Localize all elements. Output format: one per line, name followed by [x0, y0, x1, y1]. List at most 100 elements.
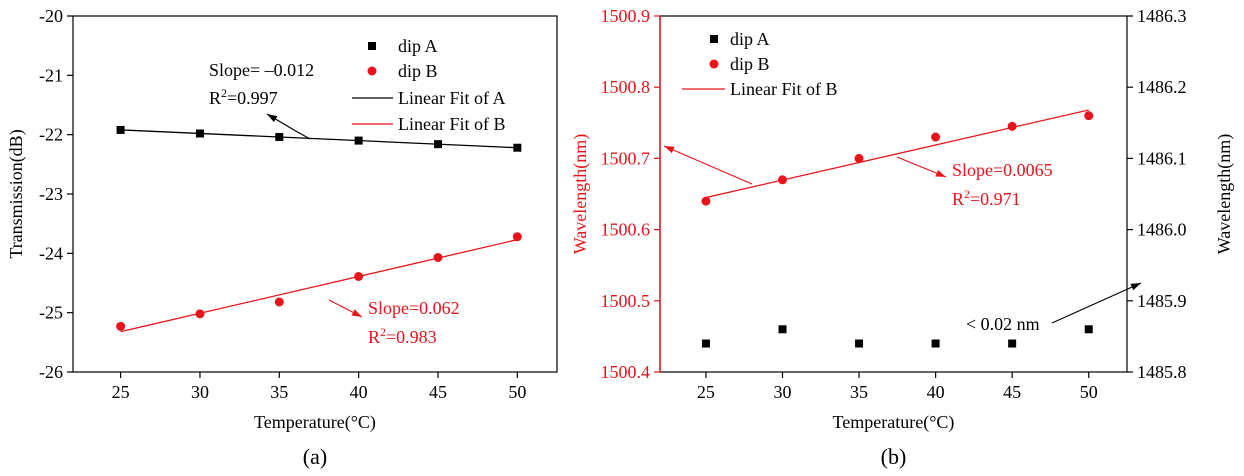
data-point-b-dipA: [1008, 339, 1017, 348]
y-tick-label-a: -22: [39, 125, 63, 145]
y-tick-label-a: -26: [39, 362, 63, 382]
data-point-b-dipA: [1084, 325, 1093, 334]
x-tick-label-b: 50: [1080, 382, 1098, 402]
fit-line-a-A: [120, 129, 518, 149]
r2-annotation-b-dipB: R2=0.971: [952, 187, 1021, 209]
annotation-arrow-a-dipB-head: [351, 309, 362, 317]
data-point-a-dipB: [195, 309, 205, 319]
r2-annotation-b-dipB-exponent: 2: [964, 187, 970, 201]
panel-label-a: (a): [303, 444, 327, 469]
data-point-b-dipB: [854, 153, 864, 163]
data-point-a-dipA: [116, 125, 125, 134]
legend-marker-a: [367, 66, 377, 76]
plot-frame-a: [72, 15, 558, 373]
slope-annotation-b-dipB: Slope=0.0065: [952, 160, 1053, 180]
annotation-arrow-b-dipB-head: [935, 169, 946, 177]
y-tick-label-a: -20: [39, 6, 63, 26]
x-tick-label-a: 50: [508, 382, 526, 402]
r2-annotation-a-dipB-value: =0.983: [386, 327, 437, 347]
legend-marker-b: [710, 35, 718, 43]
x-tick-label-a: 30: [191, 382, 209, 402]
chart-panel-a: 25 30 35 40 45 50 -20 -21 -22 -23 -24 -25 -26 Tempera…: [6, 6, 558, 469]
legend-marker-a: [368, 42, 376, 50]
data-point-b-dipA: [855, 339, 864, 348]
fit-line-a-B: [120, 239, 518, 333]
y-left-axis-label-b: Wavelength(nm): [570, 134, 591, 255]
y-left-tick-label-b: 1500.4: [601, 362, 651, 382]
r2-annotation-a-dipB: R2=0.983: [368, 325, 437, 347]
r2-annotation-a-dipB-r: R: [368, 327, 380, 347]
legend-label-b: dip A: [730, 29, 770, 49]
legend-marker-b: [709, 59, 719, 69]
legend-label-a: Linear Fit of B: [398, 114, 505, 134]
x-tick-label-a: 45: [429, 382, 447, 402]
legend-label-b: dip B: [730, 54, 770, 74]
fit-line-b-B: [705, 109, 1089, 199]
legend-label-a: dip B: [398, 61, 438, 81]
r2-annotation-b-dipB-value: =0.971: [970, 189, 1021, 209]
annotation-arrow-b-left-head: [664, 146, 675, 154]
data-point-a-dipA: [195, 129, 204, 138]
data-point-a-dipA: [513, 143, 522, 152]
data-point-a-dipA: [354, 136, 363, 145]
y-left-tick-label-b: 1500.9: [601, 6, 651, 26]
y-right-tick-label-b: 1486.1: [1137, 148, 1187, 168]
x-tick-label-b: 45: [1003, 382, 1021, 402]
y-left-tick-label-b: 1500.8: [601, 77, 651, 97]
annotation-arrow-b-left-line: [663, 145, 753, 185]
data-point-b-dipB: [777, 175, 787, 185]
data-point-a-dipB: [274, 297, 284, 307]
x-tick-label-a: 25: [112, 382, 130, 402]
y-right-tick-label-b: 1486.0: [1137, 220, 1187, 240]
legend-label-a: dip A: [398, 36, 438, 56]
y-right-tick-label-b: 1485.9: [1137, 291, 1187, 311]
data-point-a-dipA: [275, 133, 284, 142]
data-point-b-dipB: [1007, 121, 1017, 131]
y-right-tick-label-b: 1486.3: [1137, 6, 1187, 26]
y-left-tick-label-b: 1500.7: [601, 148, 651, 168]
annotation-leader-a: [293, 129, 311, 140]
x-tick-label-b: 30: [773, 382, 791, 402]
y-axis-label-a: Transmission(dB): [6, 129, 27, 258]
annotation-arrow-b-right-head: [1130, 283, 1141, 291]
y-tick-label-a: -25: [39, 303, 63, 323]
x-tick-label-a: 40: [350, 382, 368, 402]
legend-label-a: Linear Fit of A: [398, 88, 505, 108]
x-tick-label-a: 35: [270, 382, 288, 402]
y-right-tick-label-b: 1485.8: [1137, 362, 1187, 382]
r2-annotation-a-dipA-value: =0.997: [227, 88, 278, 108]
data-point-b-dipA: [701, 339, 710, 348]
r2-annotation-b-dipB-r: R: [952, 189, 964, 209]
panel-label-b: (b): [881, 444, 907, 469]
y-right-axis-label-b: Wavelength(nm): [1214, 134, 1235, 255]
y-tick-label-a: -21: [39, 65, 63, 85]
x-axis-label-a: Temperature(°C): [254, 412, 376, 433]
data-point-a-dipB: [354, 271, 364, 281]
data-point-b-dipB: [1084, 111, 1094, 121]
data-point-b-dipB: [931, 132, 941, 142]
y-right-tick-label-b: 1486.2: [1137, 77, 1187, 97]
slope-annotation-a-dipB: Slope=0.062: [368, 298, 460, 318]
chart-panel-b: 25 30 35 40 45 50 1500.4 1500.5 1500.6 1500.7 1500…: [570, 6, 1235, 469]
data-point-a-dipB: [512, 232, 522, 242]
x-tick-label-b: 25: [697, 382, 715, 402]
data-point-b-dipB: [701, 196, 711, 206]
slope-annotation-a-dipA: Slope= –0.012: [209, 60, 314, 80]
annotation-arrow-b-right-line: [1051, 282, 1142, 324]
data-point-b-dipA: [778, 325, 787, 334]
data-point-a-dipB: [116, 321, 126, 331]
annotation-arrow-a-dipA-head: [267, 114, 278, 123]
r2-annotation-a-dipA: R2=0.997: [209, 86, 278, 108]
x-tick-label-b: 40: [927, 382, 945, 402]
data-point-a-dipA: [433, 140, 442, 149]
y-tick-label-a: -23: [39, 184, 63, 204]
y-tick-label-a: -24: [39, 243, 63, 263]
x-tick-label-b: 35: [850, 382, 868, 402]
x-axis-label-b: Temperature(°C): [833, 412, 955, 433]
r2-annotation-a-dipA-exponent: 2: [221, 86, 227, 100]
data-point-a-dipB: [433, 252, 443, 262]
legend-label-b: Linear Fit of B: [730, 79, 837, 99]
r2-annotation-a-dipB-exponent: 2: [380, 325, 386, 339]
r2-annotation-a-dipA-r: R: [209, 88, 221, 108]
